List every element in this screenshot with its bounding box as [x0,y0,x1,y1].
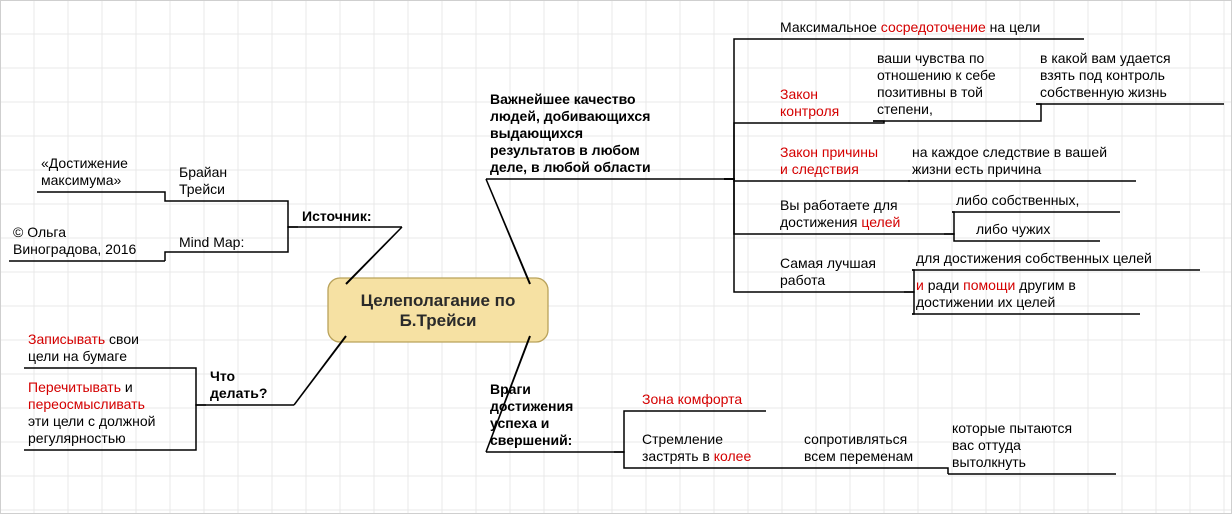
svg-text:ваши чувства по: ваши чувства по [877,50,985,66]
svg-text:отношению к себе: отношению к себе [877,67,996,83]
svg-text:Записывать свои: Записывать свои [28,331,139,347]
law-control-right: в какой вам удаетсявзять под контрольсоб… [1040,50,1171,100]
bestjob-r2: и ради помощи другим вдостижении их целе… [916,277,1076,310]
svg-text:свершений:: свершений: [490,432,572,448]
svg-text:вытолкнуть: вытолкнуть [952,454,1026,470]
svg-text:переосмысливать: переосмысливать [28,396,145,412]
svg-text:Брайан: Брайан [179,164,227,180]
svg-text:на каждое следствие в вашей: на каждое следствие в вашей [912,144,1107,160]
comfort-node: Зона комфорта [642,391,742,407]
svg-text:© Ольга: © Ольга [13,224,66,240]
svg-text:достижении их целей: достижении их целей [916,294,1055,310]
book-node: «Достижениемаксимума» [41,155,128,188]
svg-text:позитивны в той: позитивны в той [877,84,983,100]
svg-text:взять под контроль: взять под контроль [1040,67,1165,83]
svg-text:максимума»: максимума» [41,172,122,188]
svg-text:всем переменам: всем переменам [804,448,913,464]
author-node: БрайанТрейси [179,164,227,197]
center-title-2: Б.Трейси [400,311,477,330]
svg-text:выдающихся: выдающихся [490,125,583,141]
svg-text:застрять в колее: застрять в колее [642,448,751,464]
svg-text:собственную жизнь: собственную жизнь [1040,84,1167,100]
svg-text:«Достижение: «Достижение [41,155,128,171]
svg-text:Враги: Враги [490,381,531,397]
maxfocus-node: Максимальное сосредоточение на цели [780,19,1040,35]
svg-text:людей, добивающихся: людей, добивающихся [490,108,650,124]
yourgoals-r1: либо собственных, [956,192,1079,208]
svg-text:Закон причины: Закон причины [780,144,878,160]
svg-text:либо чужих: либо чужих [976,221,1050,237]
svg-text:Закон: Закон [780,86,818,102]
svg-text:деле, в любой области: деле, в любой области [490,159,651,175]
svg-text:сопротивляться: сопротивляться [804,431,907,447]
svg-text:для достижения собственных цел: для достижения собственных целей [916,250,1152,266]
svg-text:Стремление: Стремление [642,431,723,447]
svg-text:Зона комфорта: Зона комфорта [642,391,742,407]
svg-text:жизни есть причина: жизни есть причина [912,161,1041,177]
svg-text:работа: работа [780,272,825,288]
svg-text:регулярностью: регулярностью [28,430,126,446]
svg-text:достижения: достижения [490,398,573,414]
mindmap-node: Mind Map: [179,234,244,250]
svg-text:Максимальное сосредоточение на: Максимальное сосредоточение на цели [780,19,1040,35]
svg-text:цели на бумаге: цели на бумаге [28,348,127,364]
svg-text:достижения целей: достижения целей [780,214,900,230]
svg-text:делать?: делать? [210,385,267,401]
svg-text:которые пытаются: которые пытаются [952,420,1072,436]
svg-text:либо собственных,: либо собственных, [956,192,1079,208]
svg-text:вас оттуда: вас оттуда [952,437,1021,453]
yourgoals-r2: либо чужих [976,221,1050,237]
svg-text:Виноградова, 2016: Виноградова, 2016 [13,241,137,257]
svg-text:успеха и: успеха и [490,415,549,431]
svg-text:Перечитывать и: Перечитывать и [28,379,133,395]
svg-text:и ради помощи другим в: и ради помощи другим в [916,277,1076,293]
resist-node: сопротивлятьсявсем переменам [804,431,913,464]
svg-text:Важнейшее качество: Важнейшее качество [490,91,636,107]
center-node [328,278,548,342]
source-label: Источник: [302,208,372,224]
svg-text:и следствия: и следствия [780,161,859,177]
svg-text:Что: Что [210,368,235,384]
svg-text:степени,: степени, [877,101,933,117]
svg-text:Самая лучшая: Самая лучшая [780,255,876,271]
center-title-1: Целеполагание по [361,291,516,310]
bestjob-r1: для достижения собственных целей [916,250,1152,266]
svg-text:контроля: контроля [780,103,839,119]
yourgoals-label: Вы работаете длядостижения целей [780,197,900,230]
svg-text:в какой вам удается: в какой вам удается [1040,50,1171,66]
svg-text:эти цели с должной: эти цели с должной [28,413,155,429]
write-node: Записывать своицели на бумаге [28,331,139,364]
svg-text:Вы работаете для: Вы работаете для [780,197,898,213]
svg-text:результатов в любом: результатов в любом [490,142,640,158]
svg-text:Трейси: Трейси [179,181,225,197]
